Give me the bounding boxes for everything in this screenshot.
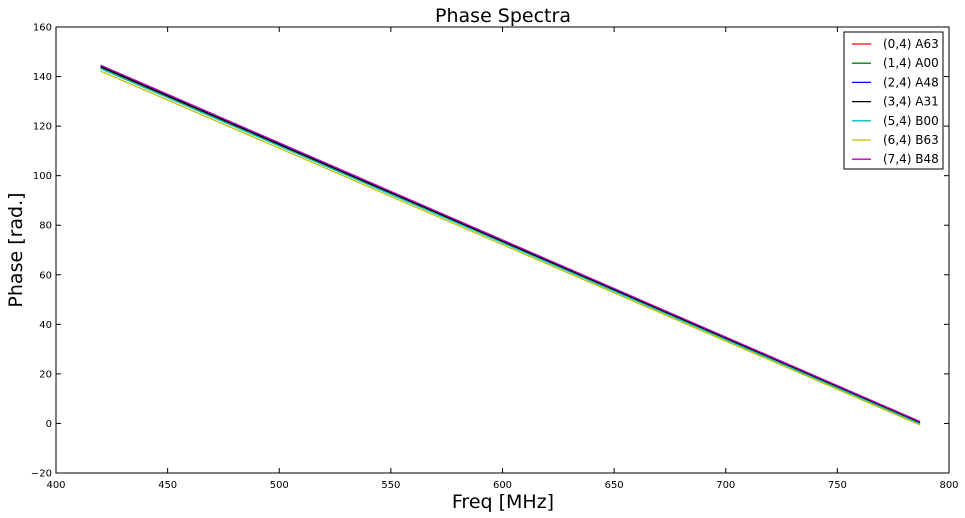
series-line xyxy=(100,66,921,424)
x-tick-label: 550 xyxy=(381,480,400,491)
y-axis-label: Phase [rad.] xyxy=(5,192,27,307)
y-tick-label: 0 xyxy=(46,419,52,430)
legend-label: (3,4) A31 xyxy=(883,95,939,109)
legend-label: (1,4) A00 xyxy=(883,56,939,70)
y-tick-label: −20 xyxy=(31,469,52,480)
legend-label: (7,4) B48 xyxy=(883,152,939,166)
legend-label: (5,4) B00 xyxy=(883,114,939,128)
y-axis-ticks: −20 0 20 40 60 80 100 120 140 160 xyxy=(31,23,949,480)
y-tick-label: 120 xyxy=(33,122,52,133)
series-line xyxy=(100,68,921,425)
x-tick-label: 500 xyxy=(270,480,289,491)
series-line xyxy=(100,70,921,426)
chart-title: Phase Spectra xyxy=(435,5,571,27)
legend-label: (6,4) B63 xyxy=(883,133,939,147)
x-tick-label: 750 xyxy=(828,480,847,491)
x-tick-label: 800 xyxy=(939,480,958,491)
x-tick-label: 650 xyxy=(605,480,624,491)
y-tick-label: 80 xyxy=(39,221,52,232)
x-tick-label: 450 xyxy=(158,480,177,491)
y-tick-label: 60 xyxy=(39,270,52,281)
legend-label: (2,4) A48 xyxy=(883,75,939,89)
y-tick-label: 140 xyxy=(33,72,52,83)
x-tick-label: 400 xyxy=(46,480,65,491)
x-axis-label: Freq [MHz] xyxy=(452,491,554,513)
y-tick-label: 160 xyxy=(33,23,52,34)
series-lines xyxy=(100,64,921,426)
legend-label: (0,4) A63 xyxy=(883,37,939,51)
plot-frame xyxy=(55,26,950,474)
x-tick-label: 700 xyxy=(716,480,735,491)
series-line xyxy=(100,64,921,423)
legend-box xyxy=(843,31,944,170)
legend: (0,4) A63 (1,4) A00 (2,4) A48 (3,4) A31 (5,4… xyxy=(843,31,944,170)
y-tick-label: 100 xyxy=(33,171,52,182)
y-tick-label: 20 xyxy=(39,369,52,380)
x-axis-ticks: 400 450 500 550 600 650 700 750 800 xyxy=(46,27,959,491)
y-tick-label: 40 xyxy=(39,320,52,331)
x-tick-label: 600 xyxy=(493,480,512,491)
